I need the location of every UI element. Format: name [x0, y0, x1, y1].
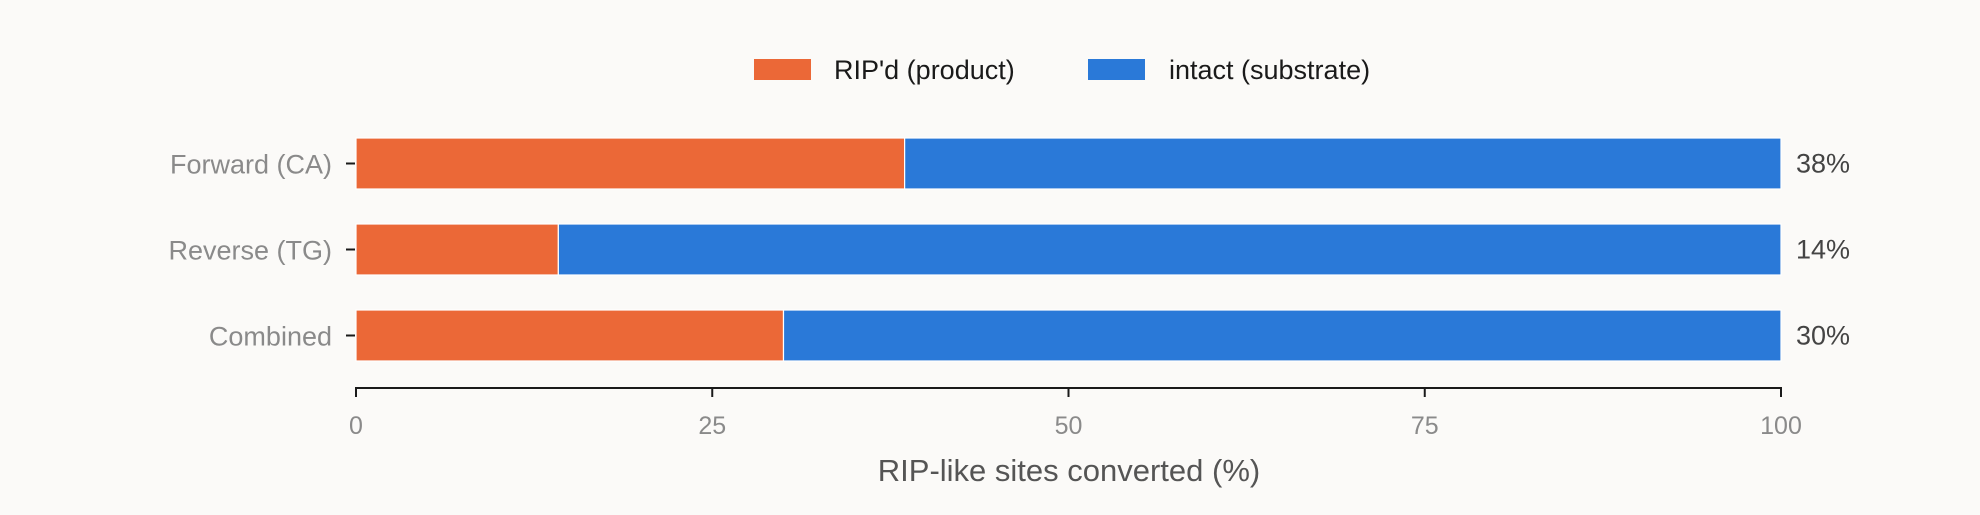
percent-label-3: 30%: [1796, 321, 1850, 351]
x-tick-label-50: 50: [1055, 412, 1083, 440]
legend-swatch-1: [754, 59, 811, 80]
legend-label-2: intact (substrate): [1169, 55, 1370, 85]
bar-segment-ripd-3: [355, 309, 785, 362]
x-axis-title: RIP-like sites converted (%): [878, 453, 1260, 488]
bar-segment-intact-3: [782, 309, 1782, 362]
percent-labels: 38% 14% 30%: [1796, 149, 1850, 351]
category-label-3: Combined: [209, 322, 332, 352]
bar-segment-ripd-2: [355, 223, 559, 276]
y-axis-labels: Forward (CA) Reverse (TG) Combined: [168, 150, 355, 352]
x-tick-label-0: 0: [349, 412, 363, 440]
x-axis: 0 25 50 75 100: [349, 387, 1802, 440]
category-label-1: Forward (CA): [170, 150, 332, 180]
x-tick-label-25: 25: [698, 412, 726, 440]
legend-label-1: RIP'd (product): [834, 55, 1015, 85]
legend-swatch-2: [1088, 59, 1145, 80]
bars: [355, 137, 1782, 362]
x-tick-label-75: 75: [1411, 412, 1439, 440]
bar-segment-ripd-1: [355, 137, 906, 190]
legend: RIP'd (product) intact (substrate): [754, 55, 1370, 85]
x-tick-label-100: 100: [1760, 412, 1802, 440]
percent-label-2: 14%: [1796, 235, 1850, 265]
bar-segment-intact-2: [557, 223, 1782, 276]
category-label-2: Reverse (TG): [168, 236, 332, 266]
bar-segment-intact-1: [904, 137, 1782, 190]
percent-label-1: 38%: [1796, 149, 1850, 179]
